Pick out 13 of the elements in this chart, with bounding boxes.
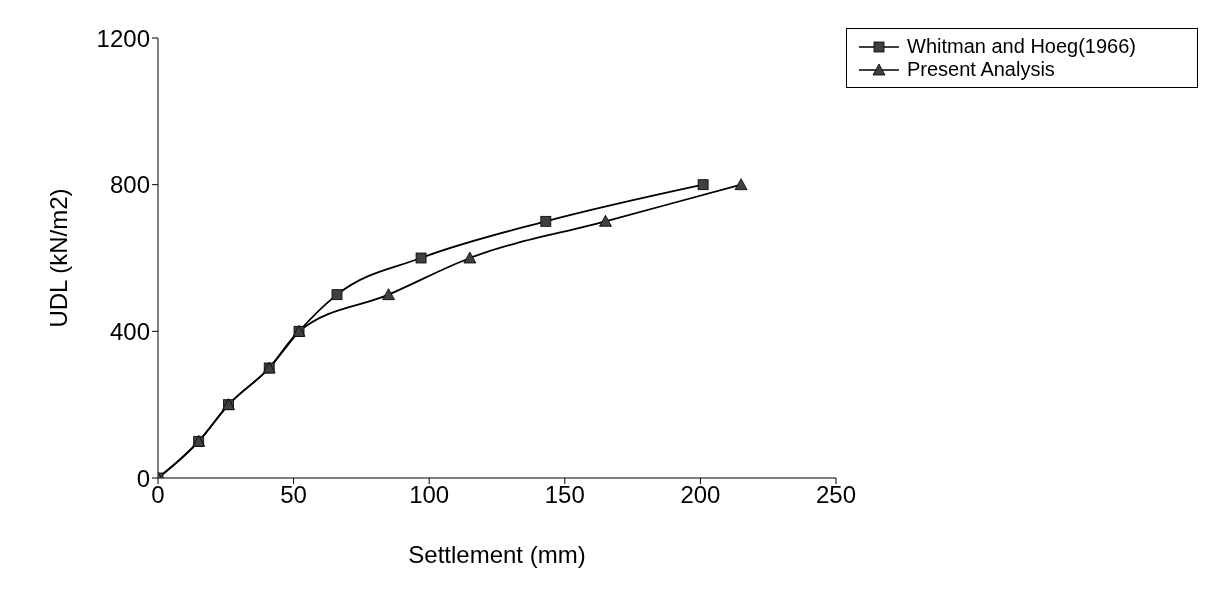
y-tick-label: 800 <box>109 171 150 199</box>
x-axis-title: Settlement (mm) <box>408 541 586 568</box>
y-axis-title: UDL (kN/m2) <box>44 188 72 328</box>
y-tick-label: 1200 <box>96 24 150 52</box>
x-tick-label: 250 <box>815 481 857 509</box>
y-tick-label: 0 <box>136 464 150 492</box>
x-tick-label: 150 <box>544 481 585 509</box>
legend-label: Present Analysis <box>907 58 1055 81</box>
x-tick-label: 100 <box>409 481 450 509</box>
x-tick-label: 200 <box>680 481 721 509</box>
legend-label: Whitman and Hoeg(1966) <box>907 35 1137 58</box>
y-tick-label: 400 <box>109 317 150 345</box>
x-tick-label: 50 <box>280 481 307 509</box>
